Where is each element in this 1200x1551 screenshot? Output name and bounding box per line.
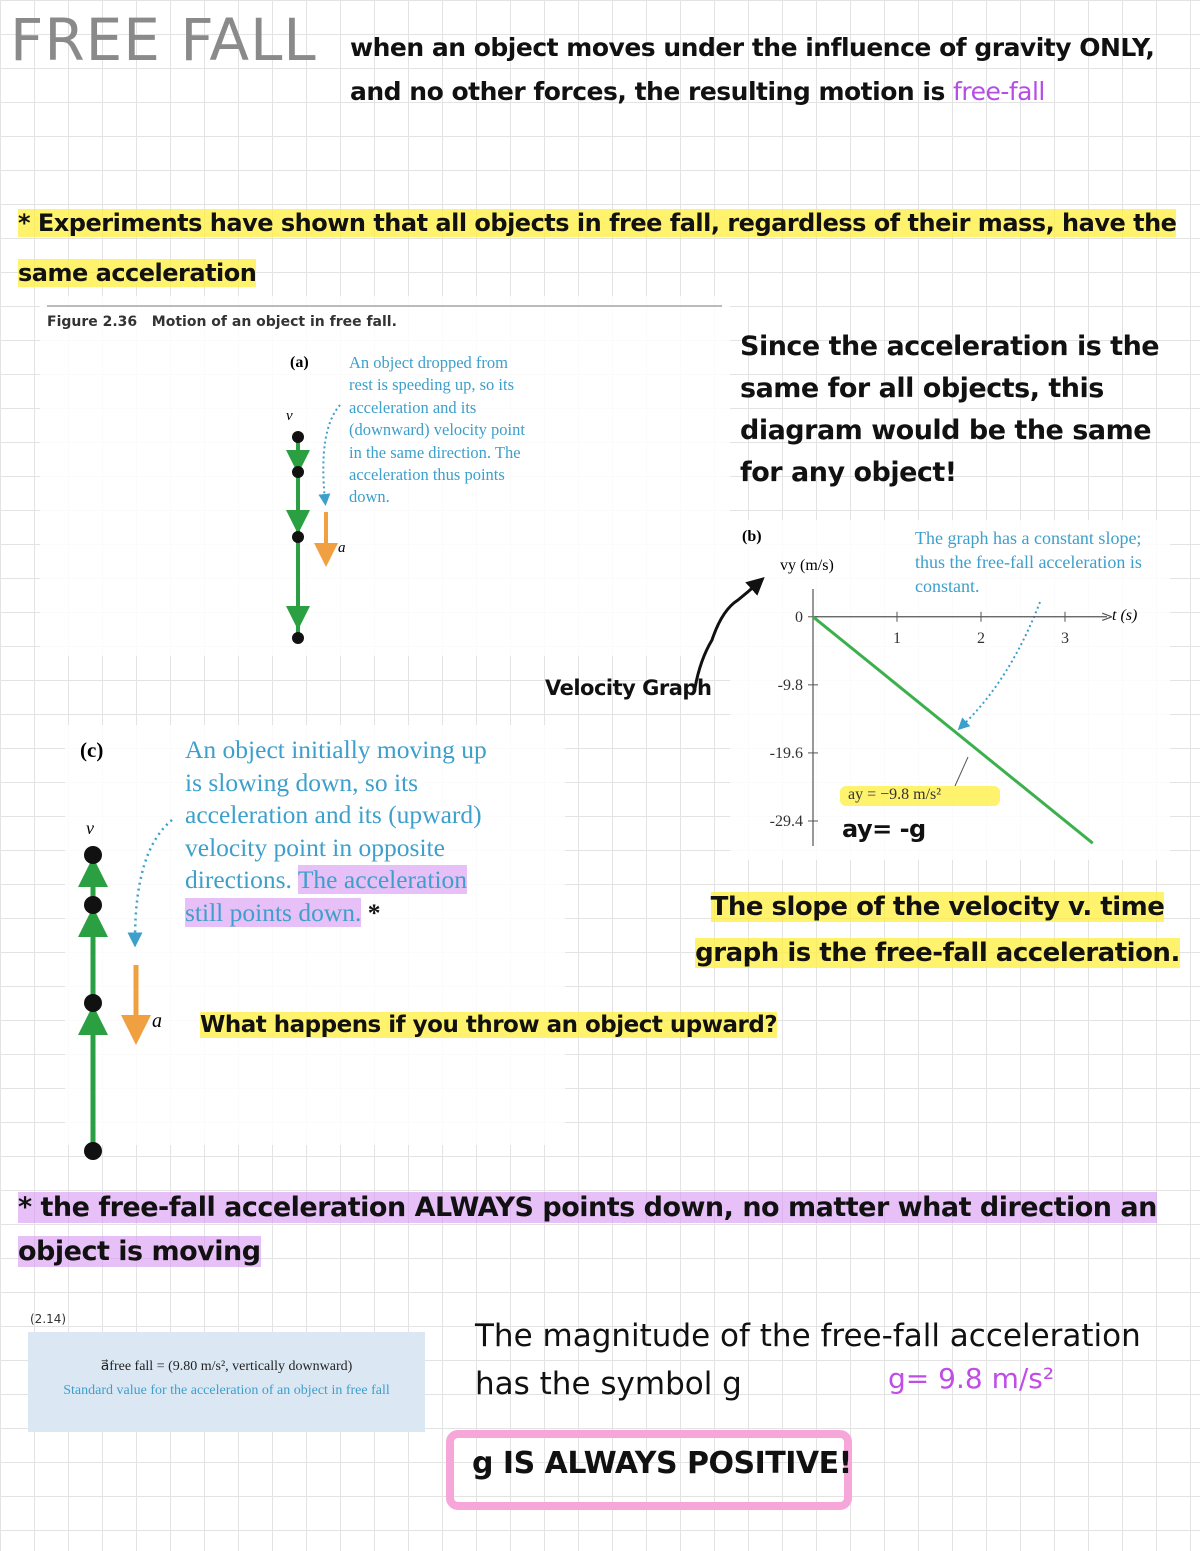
note-direction-text: * the free-fall acceleration ALWAYS poin…: [18, 1192, 1157, 1267]
velocity-symbol: v⃗: [86, 818, 108, 838]
velocity-graph: 0 -9.8 -19.6 -29.4 1 2 3: [770, 589, 1107, 846]
ay-note: ay= -g: [842, 815, 926, 843]
y-tick-label: -19.6: [770, 745, 803, 762]
hand-arrow: [693, 576, 765, 689]
y-axis-label: vy (m/s): [780, 557, 834, 574]
caption-c-text: An object initially moving up is slowing…: [185, 735, 487, 894]
part-label: (a): [290, 354, 309, 371]
velocity-line: [812, 615, 1094, 845]
diagram-c: [78, 819, 173, 1160]
note-direction: * the free-fall acceleration ALWAYS poin…: [18, 1186, 1178, 1274]
figure-label: Figure 2.36: [47, 314, 138, 330]
note-magnitude: The magnitude of the free-fall accelerat…: [475, 1318, 1141, 1402]
annotation-arrow: [957, 601, 1041, 731]
note-text: * Experiments have shown that all object…: [18, 209, 1177, 287]
caption-a: An object dropped from rest is speeding …: [349, 353, 525, 507]
equation-description: Standard value for the acceleration of a…: [63, 1383, 390, 1398]
x-tick-label: 1: [893, 630, 901, 647]
x-axis-label: t (s): [1112, 607, 1138, 624]
part-label: (c): [80, 738, 104, 762]
graph-annotation: The graph has a constant slope; thus the…: [915, 528, 1142, 596]
note-slope-text: The slope of the velocity v. time graph …: [695, 892, 1180, 968]
question: What happens if you throw an object upwa…: [200, 1012, 778, 1038]
y-tick-label: -9.8: [778, 677, 803, 694]
equation-formula: a⃗free fall = (9.80 m/s², vertically dow…: [100, 1359, 353, 1374]
part-label: (b): [742, 528, 762, 545]
highlight-box: [446, 1430, 852, 1510]
question-text: What happens if you throw an object upwa…: [200, 1012, 778, 1038]
figure-c-panel: [65, 725, 565, 1145]
x-tick-label: 3: [1061, 630, 1069, 647]
highlight: [840, 786, 1000, 806]
acceleration-symbol: a⃗: [152, 1010, 178, 1032]
definition: when an object moves under the influence…: [350, 26, 1170, 114]
note-positive: g IS ALWAYS POSITIVE!: [472, 1446, 852, 1481]
g-value: g= 9.8 m/s²: [888, 1362, 1055, 1395]
equation-number: (2.14): [30, 1312, 67, 1326]
figure-panel: [40, 296, 730, 656]
x-tick-label: 2: [977, 630, 985, 647]
graph-note: Velocity Graph: [545, 676, 712, 700]
velocity-symbol: v⃗: [286, 408, 305, 424]
slope-label: ay = −9.8 m/s²: [848, 786, 942, 803]
diagram-a: [286, 404, 341, 644]
caption-c: An object initially moving up is slowing…: [185, 734, 500, 929]
y-tick-label: -29.4: [770, 813, 803, 830]
equation-box: a⃗free fall = (9.80 m/s², vertically dow…: [28, 1332, 425, 1432]
star: *: [367, 897, 381, 927]
definition-text: when an object moves under the influence…: [350, 33, 1155, 106]
note-mass: * Experiments have shown that all object…: [18, 198, 1188, 298]
callout-line: [954, 756, 969, 787]
note-slope: The slope of the velocity v. time graph …: [680, 884, 1195, 976]
note-any-object: Since the acceleration is the same for a…: [740, 331, 1160, 488]
figure-caption-text: Motion of an object in free fall.: [151, 314, 397, 330]
acceleration-symbol: a⃗: [338, 540, 358, 556]
figure-caption: Figure 2.36 Motion of an object in free …: [47, 314, 397, 330]
definition-term: free-fall: [953, 77, 1045, 106]
y-tick-label: 0: [795, 609, 803, 626]
title: FREE FALL: [10, 6, 317, 74]
